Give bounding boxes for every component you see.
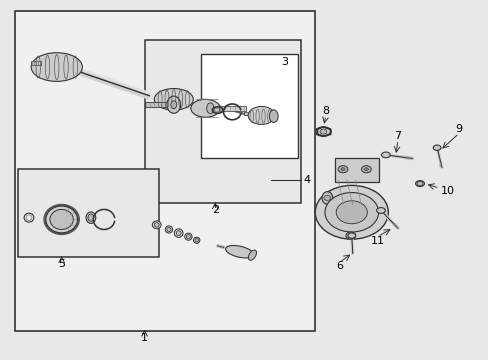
Bar [15, 12, 315, 330]
Text: 5: 5 [58, 259, 65, 269]
Ellipse shape [174, 229, 183, 237]
Text: 3: 3 [281, 57, 288, 67]
Text: 2: 2 [211, 206, 218, 216]
Ellipse shape [50, 210, 73, 229]
Circle shape [324, 195, 330, 201]
Ellipse shape [176, 231, 181, 235]
Ellipse shape [269, 110, 278, 122]
Text: 10: 10 [440, 186, 454, 197]
Text: 7: 7 [394, 131, 401, 141]
Circle shape [345, 232, 355, 239]
Ellipse shape [193, 237, 200, 243]
Ellipse shape [315, 127, 330, 136]
Circle shape [416, 181, 422, 186]
Text: 8: 8 [322, 106, 329, 116]
Ellipse shape [46, 206, 77, 233]
Ellipse shape [186, 235, 190, 239]
Ellipse shape [225, 246, 253, 258]
Circle shape [361, 166, 370, 173]
Ellipse shape [248, 250, 256, 260]
Ellipse shape [415, 181, 424, 186]
Text: 1: 1 [141, 333, 148, 343]
Ellipse shape [195, 239, 198, 242]
Bar [244, 112, 255, 116]
Circle shape [320, 129, 326, 134]
Circle shape [340, 168, 344, 171]
Text: 6: 6 [335, 261, 343, 271]
Ellipse shape [170, 101, 176, 109]
Circle shape [325, 193, 378, 232]
Ellipse shape [184, 233, 192, 240]
Ellipse shape [154, 89, 193, 110]
Circle shape [337, 166, 347, 173]
Text: 4: 4 [303, 175, 310, 185]
Circle shape [335, 201, 366, 224]
Ellipse shape [165, 226, 172, 233]
Bar [219, 106, 245, 111]
Ellipse shape [376, 208, 385, 213]
Ellipse shape [322, 192, 332, 204]
Ellipse shape [166, 96, 180, 113]
Ellipse shape [381, 152, 389, 158]
Text: 9: 9 [454, 124, 462, 134]
Ellipse shape [31, 53, 82, 81]
Ellipse shape [206, 103, 214, 114]
Ellipse shape [347, 233, 355, 238]
Ellipse shape [190, 99, 220, 117]
Circle shape [364, 168, 367, 171]
Bar [334, 158, 378, 182]
Text: 11: 11 [370, 236, 384, 246]
Ellipse shape [88, 214, 94, 221]
Ellipse shape [86, 212, 96, 224]
Ellipse shape [247, 107, 274, 125]
Ellipse shape [152, 221, 161, 229]
Bar [200, 54, 298, 158]
Bar [18, 169, 159, 257]
Ellipse shape [166, 228, 171, 231]
Bar [144, 40, 300, 203]
Bar [145, 102, 168, 107]
Circle shape [315, 185, 387, 239]
Ellipse shape [154, 222, 159, 227]
Ellipse shape [432, 145, 440, 150]
Bar [31, 61, 41, 65]
